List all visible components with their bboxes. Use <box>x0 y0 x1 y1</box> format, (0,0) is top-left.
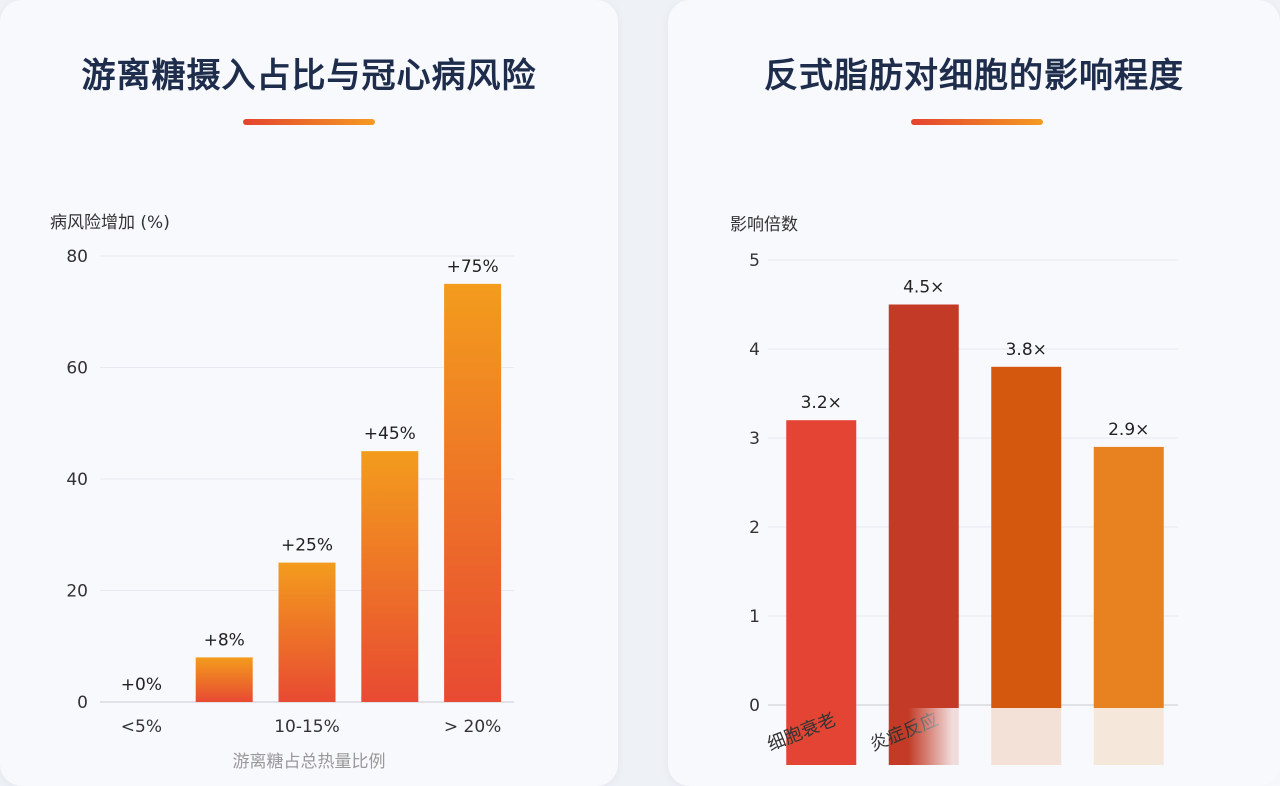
bar <box>991 366 1062 765</box>
y-axis-label: 影响倍数 <box>730 215 798 235</box>
y-tick-label: 0 <box>749 696 760 716</box>
bar <box>361 451 419 702</box>
y-tick-label: 1 <box>749 607 760 627</box>
title-underline <box>243 119 375 125</box>
data-label: +0% <box>121 675 162 695</box>
bar <box>888 304 959 765</box>
fade-overlay <box>908 708 1280 786</box>
x-tick-label: <5% <box>121 717 162 737</box>
sugar-risk-bar-chart: 病风险增加 (%) 游离糖占总热量比例 0 20 40 60 80 +0% <5% +8% +2… <box>50 213 514 772</box>
y-tick-label: 40 <box>66 470 88 490</box>
y-axis-label: 病风险增加 (%) <box>50 213 170 233</box>
y-tick-label: 5 <box>749 251 760 271</box>
chart-card-trans-fat: 反式脂肪对细胞的影响程度 影响倍数 0 1 2 3 4 5 3.2× 细胞衰老 4.5× 炎症反应… <box>668 0 1280 786</box>
y-tick-label: 60 <box>66 359 88 379</box>
data-label: 3.8× <box>1006 340 1047 360</box>
x-axis-label: 游离糖占总热量比例 <box>233 752 386 772</box>
title-underline <box>911 119 1043 125</box>
x-tick-label: 10-15% <box>274 717 340 737</box>
data-label: +75% <box>447 257 499 277</box>
bar <box>195 657 253 702</box>
data-label: 3.2× <box>801 393 842 413</box>
data-label: +25% <box>281 536 333 556</box>
y-tick-label: 20 <box>66 582 88 602</box>
chart-card-sugar: 游离糖摄入占比与冠心病风险 病风险增加 (%) 游离糖占总热量比例 0 20 40 6… <box>0 0 618 786</box>
y-tick-label: 2 <box>749 518 760 538</box>
x-tick-label: > 20% <box>444 717 501 737</box>
y-tick-label: 80 <box>66 247 88 267</box>
y-tick-label: 3 <box>749 429 760 449</box>
data-label: 4.5× <box>903 278 944 298</box>
y-tick-label: 0 <box>77 693 88 713</box>
data-label: +45% <box>364 424 416 444</box>
bar <box>444 283 502 702</box>
data-label: 2.9× <box>1108 420 1149 440</box>
bar <box>786 420 857 765</box>
chart-title: 游离糖摄入占比与冠心病风险 <box>81 56 537 96</box>
data-label: +8% <box>204 630 245 650</box>
bar <box>278 562 336 702</box>
chart-title: 反式脂肪对细胞的影响程度 <box>764 56 1184 96</box>
y-tick-label: 4 <box>749 340 760 360</box>
